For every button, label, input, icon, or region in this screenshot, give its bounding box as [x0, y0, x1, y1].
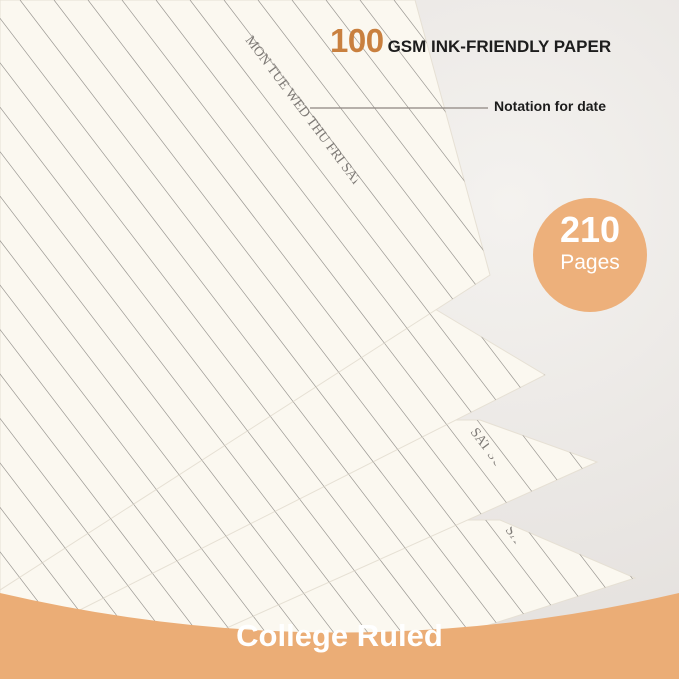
badge-label: Pages	[560, 251, 620, 274]
headline-number: 100	[330, 22, 384, 59]
ruled-line	[87, 0, 490, 590]
ruled-line	[121, 0, 490, 590]
ruled-line	[0, 300, 235, 640]
ruled-line	[0, 420, 337, 660]
ruled-line	[0, 0, 99, 590]
ruled-line	[155, 300, 545, 640]
ruled-line	[223, 300, 545, 640]
ruled-line	[53, 520, 575, 660]
ruled-line	[0, 520, 473, 660]
pages-badge: 210 Pages	[533, 198, 647, 312]
badge-number: 210	[559, 209, 621, 250]
ruled-line	[0, 420, 405, 660]
ruled-line	[0, 300, 167, 640]
ruled-line	[0, 420, 269, 660]
footer-label: College Ruled	[236, 618, 443, 653]
ruled-line	[19, 520, 541, 660]
ruled-line	[0, 300, 201, 640]
ruled-line	[87, 520, 609, 660]
headline: 100 GSM INK-FRIENDLY PAPER	[330, 22, 611, 60]
ruled-line	[0, 420, 303, 660]
footer-band	[0, 593, 679, 679]
page-sheet	[0, 0, 491, 591]
ruled-line	[257, 0, 490, 590]
callout-label: Notation for date	[494, 98, 606, 114]
ruled-line	[0, 300, 133, 640]
ruled-line	[291, 0, 490, 590]
ruled-line	[0, 520, 507, 660]
ruled-line	[0, 420, 439, 660]
headline-text: GSM INK-FRIENDLY PAPER	[387, 37, 612, 56]
ruled-line	[155, 520, 635, 660]
ruled-line	[121, 520, 635, 660]
ruled-line	[325, 0, 490, 590]
ruled-line	[189, 300, 545, 640]
ruled-line	[0, 420, 371, 660]
